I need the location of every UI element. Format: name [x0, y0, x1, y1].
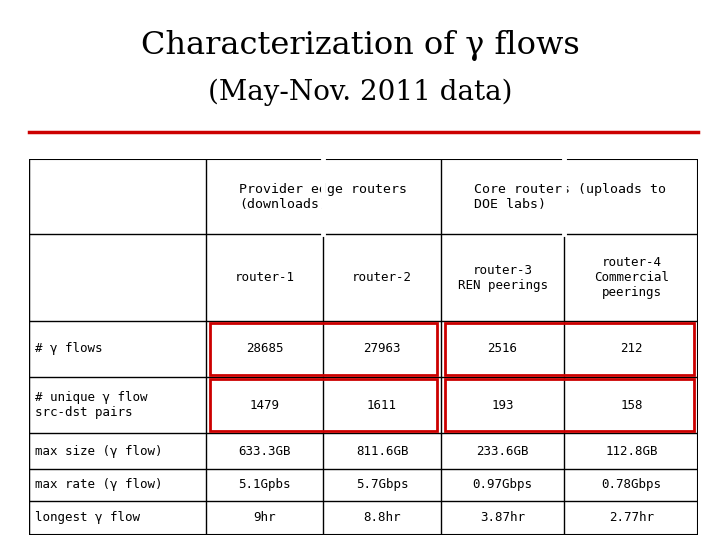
Text: 0.97Gbps: 0.97Gbps: [472, 478, 533, 491]
Text: 0.78Gbps: 0.78Gbps: [601, 478, 662, 491]
Text: router-2: router-2: [352, 271, 412, 284]
Text: 633.3GB: 633.3GB: [238, 444, 291, 457]
Text: 158: 158: [620, 399, 643, 411]
Text: Provider edge routers
(downloads): Provider edge routers (downloads): [240, 183, 408, 211]
Text: 2516: 2516: [487, 342, 518, 355]
Text: 9hr: 9hr: [253, 511, 276, 524]
Text: # γ flows: # γ flows: [35, 342, 103, 355]
Text: 5.7Gbps: 5.7Gbps: [356, 478, 408, 491]
Text: 233.6GB: 233.6GB: [477, 444, 528, 457]
Text: 1479: 1479: [250, 399, 280, 411]
Text: Characterization of γ flows: Characterization of γ flows: [140, 30, 580, 60]
Text: router-3
REN peerings: router-3 REN peerings: [457, 264, 547, 292]
Text: 1611: 1611: [367, 399, 397, 411]
Bar: [210, 379, 436, 431]
Text: router-1: router-1: [235, 271, 294, 284]
Text: 112.8GB: 112.8GB: [606, 444, 657, 457]
Text: 2.77hr: 2.77hr: [609, 511, 654, 524]
Text: router-4
Commercial
peerings: router-4 Commercial peerings: [594, 256, 669, 299]
Text: # unique γ flow
src-dst pairs: # unique γ flow src-dst pairs: [35, 391, 148, 419]
Text: longest γ flow: longest γ flow: [35, 511, 140, 524]
Text: 27963: 27963: [364, 342, 401, 355]
Text: max rate (γ flow): max rate (γ flow): [35, 478, 163, 491]
Text: 8.8hr: 8.8hr: [364, 511, 401, 524]
Text: (May-Nov. 2011 data): (May-Nov. 2011 data): [208, 78, 512, 106]
Text: 811.6GB: 811.6GB: [356, 444, 408, 457]
Bar: [445, 323, 694, 375]
Bar: [210, 323, 436, 375]
Text: 3.87hr: 3.87hr: [480, 511, 525, 524]
Text: 28685: 28685: [246, 342, 284, 355]
Text: 193: 193: [491, 399, 514, 411]
Text: 5.1Gpbs: 5.1Gpbs: [238, 478, 291, 491]
Text: 212: 212: [620, 342, 643, 355]
Text: max size (γ flow): max size (γ flow): [35, 444, 163, 457]
Text: Core routers (uploads to
DOE labs): Core routers (uploads to DOE labs): [474, 183, 665, 211]
Bar: [445, 379, 694, 431]
